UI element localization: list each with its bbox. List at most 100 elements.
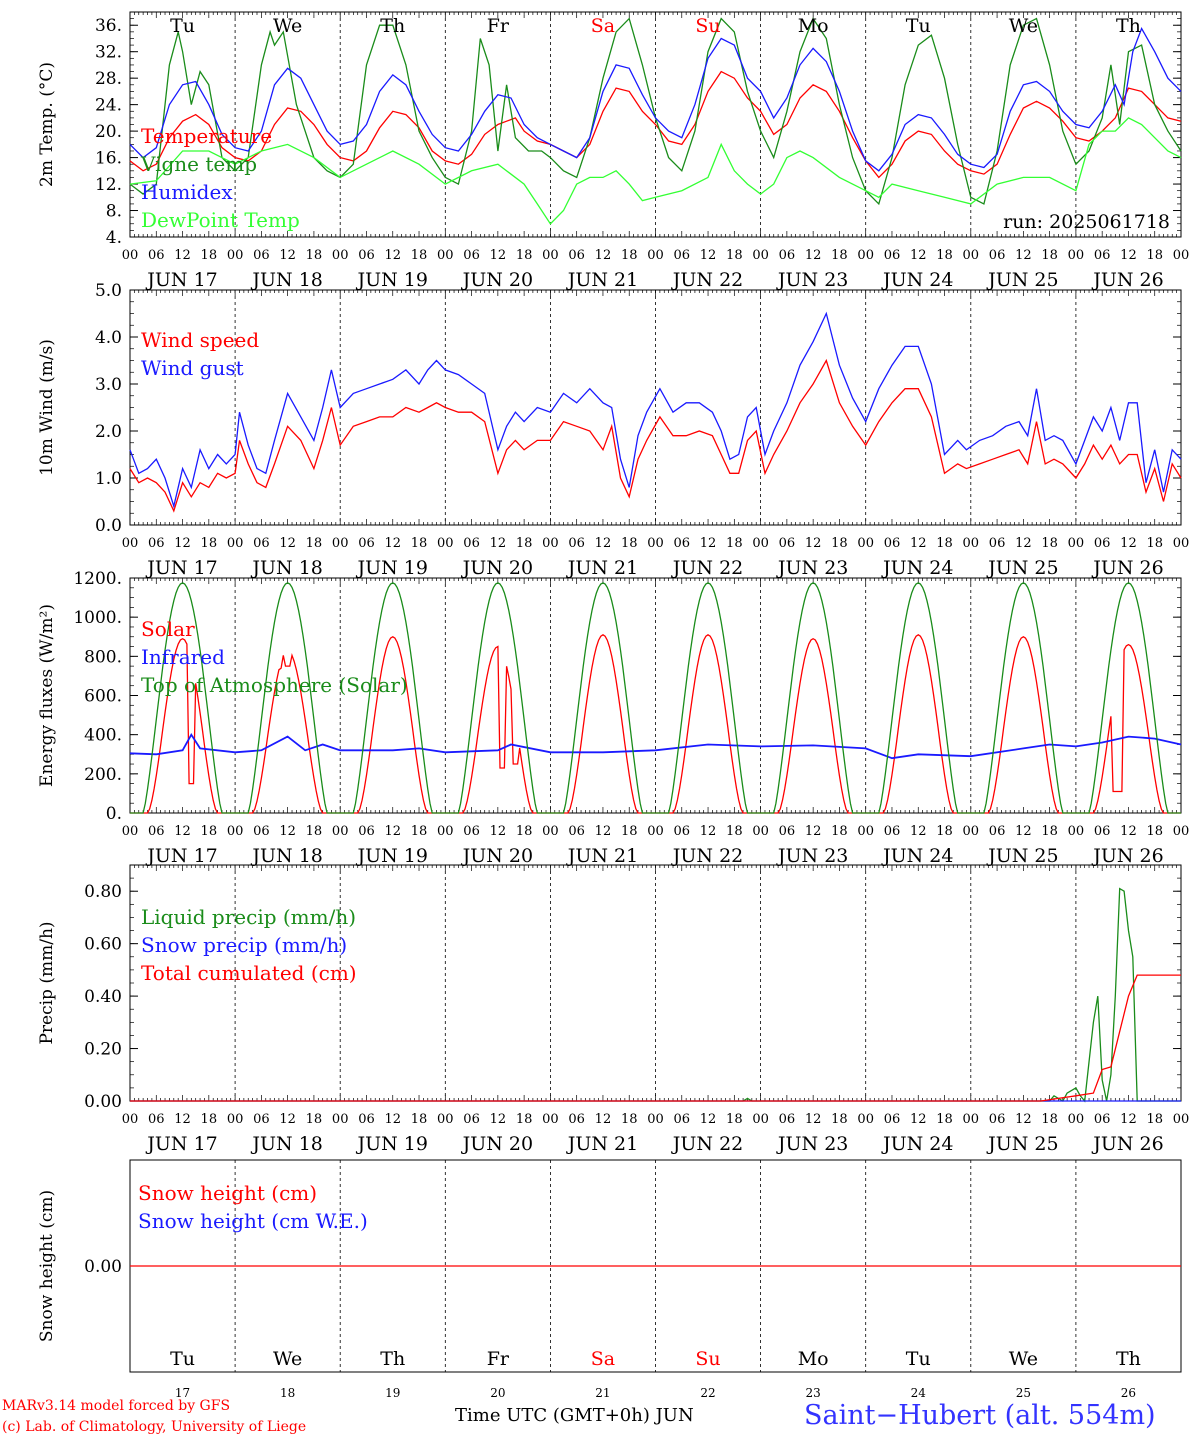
panel2-hour-label: 18	[726, 536, 743, 551]
panel1-ytick-label: 28.	[95, 69, 122, 89]
panel5-day-number: 23	[806, 1386, 821, 1400]
panel5-day-number: 21	[595, 1386, 610, 1400]
panel4-hour-label: 00	[227, 1112, 244, 1127]
panel1-weekday-label: Su	[695, 15, 720, 37]
panel2-hour-label: 00	[542, 536, 559, 551]
panel2-hour-label: 00	[857, 536, 874, 551]
panel4-hour-label: 06	[989, 1112, 1006, 1127]
panel3-hour-label: 18	[936, 824, 953, 839]
panel1-hour-label: 12	[910, 248, 927, 263]
panel4-ytick-label: 0.60	[84, 935, 122, 955]
panel2-legend-entry: Wind gust	[141, 356, 244, 380]
panel4-series-total-cumulated-cm	[130, 974, 1181, 1102]
panel1-hour-label: 06	[989, 248, 1006, 263]
panel5-day-number: 22	[700, 1386, 715, 1400]
panel5-weekday-label: We	[1009, 1348, 1038, 1370]
panel1-ytick-label: 12.	[95, 175, 122, 195]
panel4-date-label: JUN 24	[881, 1133, 953, 1155]
panel5-weekday-label: Su	[695, 1348, 720, 1370]
panel1-hour-label: 06	[253, 248, 270, 263]
panel3-ytick-label: 1200.	[73, 569, 122, 589]
panel3-hour-label: 12	[1015, 824, 1032, 839]
panel3-date-label: JUN 23	[776, 845, 848, 867]
panel4-hour-label: 00	[647, 1112, 664, 1127]
panel4-hour-label: 06	[463, 1112, 480, 1127]
panel1-ytick-label: 36.	[95, 16, 122, 36]
panel2-ytick-label: 3.0	[95, 375, 122, 395]
panel3-ylabel: Energy fluxes (W/m²)	[37, 604, 57, 787]
panel5-weekday-label: Tu	[906, 1348, 931, 1370]
panel4-legend-entry: Snow precip (mm/h)	[141, 933, 347, 957]
panel4-hour-label: 18	[936, 1112, 953, 1127]
panel2-date-label: JUN 17	[145, 557, 217, 579]
panel1-date-label: JUN 22	[671, 269, 743, 291]
panel3-legend-entry: Top of Atmosphere (Solar)	[141, 673, 408, 697]
time-axis-label: Time UTC (GMT+0h) JUN	[455, 1405, 694, 1426]
panel4-hour-label: 12	[1015, 1112, 1032, 1127]
panel2-ytick-label: 0.0	[95, 516, 122, 536]
panel4-hour-label: 12	[1120, 1112, 1137, 1127]
panel2-hour-label: 18	[306, 536, 323, 551]
panel1-legend-entry: DewPoint Temp	[141, 208, 300, 232]
panel2-hour-label: 12	[595, 536, 612, 551]
panel1-hour-label: 06	[358, 248, 375, 263]
panel1-date-label: JUN 24	[881, 269, 953, 291]
panel1-weekday-label: Tu	[906, 15, 931, 37]
panel3-hour-label: 12	[384, 824, 401, 839]
panel3-hour-label: 06	[674, 824, 691, 839]
panel1-weekday-label: We	[273, 15, 302, 37]
panel4-date-label: JUN 18	[250, 1133, 322, 1155]
panel3-ytick-label: 400.	[84, 726, 122, 746]
panel3-date-label: JUN 17	[145, 845, 217, 867]
panel3-hour-label: 18	[306, 824, 323, 839]
panel4-hour-label: 00	[332, 1112, 349, 1127]
panel4-legend-entry: Total cumulated (cm)	[141, 961, 357, 985]
panel1-hour-label: 00	[1173, 248, 1190, 263]
panel3-series-top-of-atmosphere-solar	[130, 582, 1181, 814]
panel4-ytick-label: 0.20	[84, 1040, 122, 1060]
panel2-date-label: JUN 24	[881, 557, 953, 579]
station-title: Saint−Hubert (alt. 554m)	[804, 1400, 1156, 1431]
panel1-hour-label: 06	[779, 248, 796, 263]
panel4-hour-label: 06	[674, 1112, 691, 1127]
panel3-hour-label: 12	[910, 824, 927, 839]
panel3-date-label: JUN 21	[566, 845, 638, 867]
panel1-series-dewpoint-temp	[129, 117, 1182, 225]
panel2-hour-label: 00	[647, 536, 664, 551]
panel5-weekday-label: Mo	[798, 1348, 829, 1370]
panel3-hour-label: 06	[884, 824, 901, 839]
panel4-ytick-label: 0.00	[84, 1092, 122, 1112]
panel4-hour-label: 18	[726, 1112, 743, 1127]
panel3-ytick-label: 0.	[106, 804, 122, 824]
panel1-series-temperature	[129, 70, 1182, 179]
panel2-hour-label: 06	[568, 536, 585, 551]
panel2-hour-label: 12	[174, 536, 191, 551]
panel3-date-label: JUN 25	[986, 845, 1058, 867]
panel2-series-wind-gust	[129, 311, 1182, 509]
panel4-hour-label: 12	[910, 1112, 927, 1127]
panel3-hour-label: 12	[595, 824, 612, 839]
panel1-hour-label: 18	[1041, 248, 1058, 263]
panel2-ytick-label: 5.0	[95, 281, 122, 301]
panel1-hour-label: 00	[1068, 248, 1085, 263]
panel1-ytick-label: 20.	[95, 122, 122, 142]
panel1-hour-label: 00	[857, 248, 874, 263]
panel1-legend-entry: Vigne temp	[140, 152, 257, 176]
panel2-hour-label: 06	[253, 536, 270, 551]
panel1-weekday-label: Fr	[487, 15, 510, 37]
panel1-hour-label: 18	[516, 248, 533, 263]
panel2-date-label: JUN 25	[986, 557, 1058, 579]
panel5-day-number: 26	[1121, 1386, 1136, 1400]
panel2-hour-label: 18	[831, 536, 848, 551]
panel2-date-label: JUN 19	[356, 557, 428, 579]
panel1-hour-label: 12	[174, 248, 191, 263]
panel2-date-label: JUN 20	[461, 557, 533, 579]
panel1-date-label: JUN 21	[566, 269, 638, 291]
panel1-date-label: JUN 23	[776, 269, 848, 291]
run-label: run: 2025061718	[1003, 211, 1170, 233]
panel2-hour-label: 18	[1041, 536, 1058, 551]
panel1-hour-label: 06	[1094, 248, 1111, 263]
panel2-date-label: JUN 18	[250, 557, 322, 579]
panel2-hour-label: 00	[227, 536, 244, 551]
panel1-legend-entry: Humidex	[141, 180, 233, 204]
